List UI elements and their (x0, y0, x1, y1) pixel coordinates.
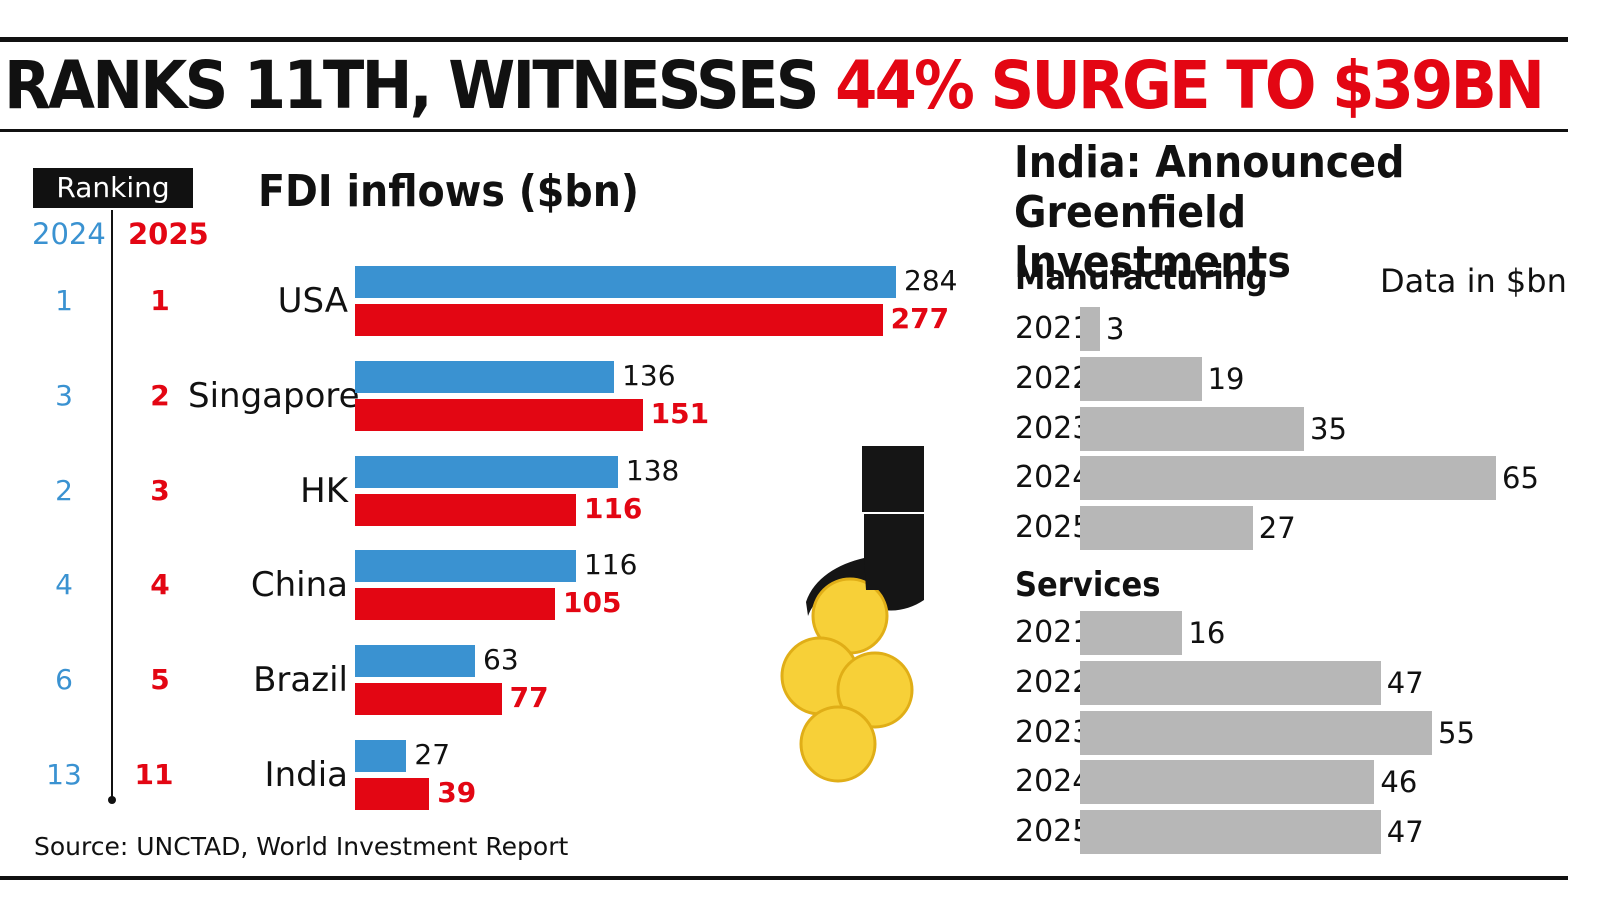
greenfield-year-label: 2024 (1015, 460, 1092, 496)
greenfield-bar (1080, 406, 1304, 451)
fdi-bar-2024 (355, 740, 407, 772)
greenfield-year-label: 2022 (1015, 664, 1092, 700)
source-note: Source: UNCTAD, World Investment Report (34, 832, 569, 861)
fdi-value-2025: 151 (650, 396, 710, 430)
country-label: Brazil (253, 660, 348, 701)
fdi-value-2025: 105 (563, 586, 622, 620)
greenfield-value: 46 (1380, 765, 1418, 800)
greenfield-year-label: 2021 (1015, 615, 1092, 650)
fdi-bar-2024 (355, 645, 475, 678)
greenfield-bar (1080, 307, 1100, 351)
greenfield-year-label: 2023 (1015, 714, 1092, 750)
greenfield-value: 65 (1502, 461, 1539, 496)
rank-2024: 2 (55, 473, 73, 507)
headline-part2: 44% SURGE TO $39BN (835, 47, 1545, 124)
fdi-value-2025: 39 (437, 776, 477, 809)
greenfield-value: 16 (1188, 616, 1226, 650)
fdi-bar-2025 (355, 304, 883, 336)
greenfield-year-label: 2025 (1015, 510, 1092, 546)
greenfield-value: 55 (1438, 715, 1475, 750)
fdi-value-2025: 116 (583, 491, 643, 525)
greenfield-bar (1080, 760, 1375, 805)
greenfield-value: 27 (1258, 511, 1296, 546)
greenfield-bar (1080, 506, 1253, 551)
ranking-label: Ranking (33, 168, 193, 208)
rank-2024: 13 (46, 758, 82, 791)
greenfield-year-label: 2023 (1015, 410, 1092, 446)
fdi-value-2024: 63 (483, 643, 519, 677)
ranking-year-2025: 2025 (128, 217, 209, 251)
greenfield-value: 35 (1310, 411, 1347, 446)
rank-2024: 6 (55, 663, 73, 697)
greenfield-bar (1080, 710, 1432, 755)
greenfield-bar (1080, 611, 1183, 655)
bottom-rule (0, 876, 1568, 880)
rank-2025: 2 (150, 378, 170, 412)
fdi-value-2024: 27 (414, 738, 451, 771)
greenfield-bar (1080, 456, 1496, 501)
ranking-divider-dot (108, 796, 116, 804)
fdi-chart-title: FDI inflows ($bn) (258, 166, 639, 217)
greenfield-value: 19 (1207, 361, 1245, 396)
country-label: HK (300, 470, 348, 511)
fdi-bar-2024 (355, 360, 615, 393)
ranking-year-2024: 2024 (32, 217, 106, 251)
country-label: USA (277, 281, 348, 321)
rank-2025: 1 (150, 284, 170, 317)
fdi-bar-2025 (355, 398, 643, 431)
headline-bottom-rule (0, 129, 1568, 132)
greenfield-bar (1080, 810, 1381, 855)
fdi-value-2024: 136 (622, 358, 676, 392)
top-rule (0, 37, 1568, 42)
fdi-value-2024: 138 (625, 453, 680, 487)
greenfield-year-label: 2022 (1015, 360, 1092, 396)
greenfield-title-text: India: Announced Greenfield Investments (1014, 137, 1405, 288)
services-subtitle: Services (1015, 565, 1161, 605)
headline-part1: RANKS 11TH, WITNESSES (4, 47, 836, 124)
fdi-bar-2025 (355, 493, 576, 526)
country-label: China (250, 565, 348, 606)
greenfield-year-label: 2021 (1015, 311, 1092, 346)
rank-2024: 1 (55, 284, 73, 317)
rank-2025: 3 (150, 473, 170, 507)
data-unit-note: Data in $bn (1380, 262, 1567, 300)
country-label: Singapore (188, 375, 360, 416)
fdi-value-2025: 77 (509, 681, 549, 715)
hand-dropping-coins-icon (780, 446, 924, 783)
rank-2024: 3 (55, 378, 73, 412)
greenfield-year-label: 2025 (1015, 814, 1092, 850)
greenfield-value: 47 (1386, 665, 1424, 700)
fdi-value-2025: 277 (890, 302, 950, 335)
fdi-bar-2024 (355, 266, 896, 298)
ranking-divider-line (111, 210, 113, 798)
fdi-bar-2025 (355, 778, 430, 810)
greenfield-value: 3 (1106, 312, 1125, 346)
greenfield-bar (1080, 356, 1202, 401)
fdi-bar-2024 (355, 550, 576, 583)
fdi-value-2024: 116 (583, 548, 638, 582)
greenfield-bar (1080, 660, 1381, 705)
rank-2024: 4 (55, 568, 73, 602)
fdi-bar-2025 (355, 588, 556, 621)
fdi-bar-2025 (355, 683, 502, 716)
rank-2025: 11 (134, 758, 174, 791)
headline: RANKS 11TH, WITNESSES 44% SURGE TO $39BN (4, 46, 1545, 126)
manufacturing-subtitle: Manufacturing (1015, 258, 1268, 298)
fdi-value-2024: 284 (904, 264, 958, 297)
country-label: India (264, 755, 348, 795)
greenfield-value: 47 (1386, 815, 1424, 850)
rank-2025: 4 (150, 568, 170, 602)
rank-2025: 5 (150, 663, 170, 697)
greenfield-year-label: 2024 (1015, 764, 1092, 800)
fdi-bar-2024 (355, 455, 618, 488)
greenfield-title: India: Announced Greenfield Investments (1014, 138, 1482, 288)
